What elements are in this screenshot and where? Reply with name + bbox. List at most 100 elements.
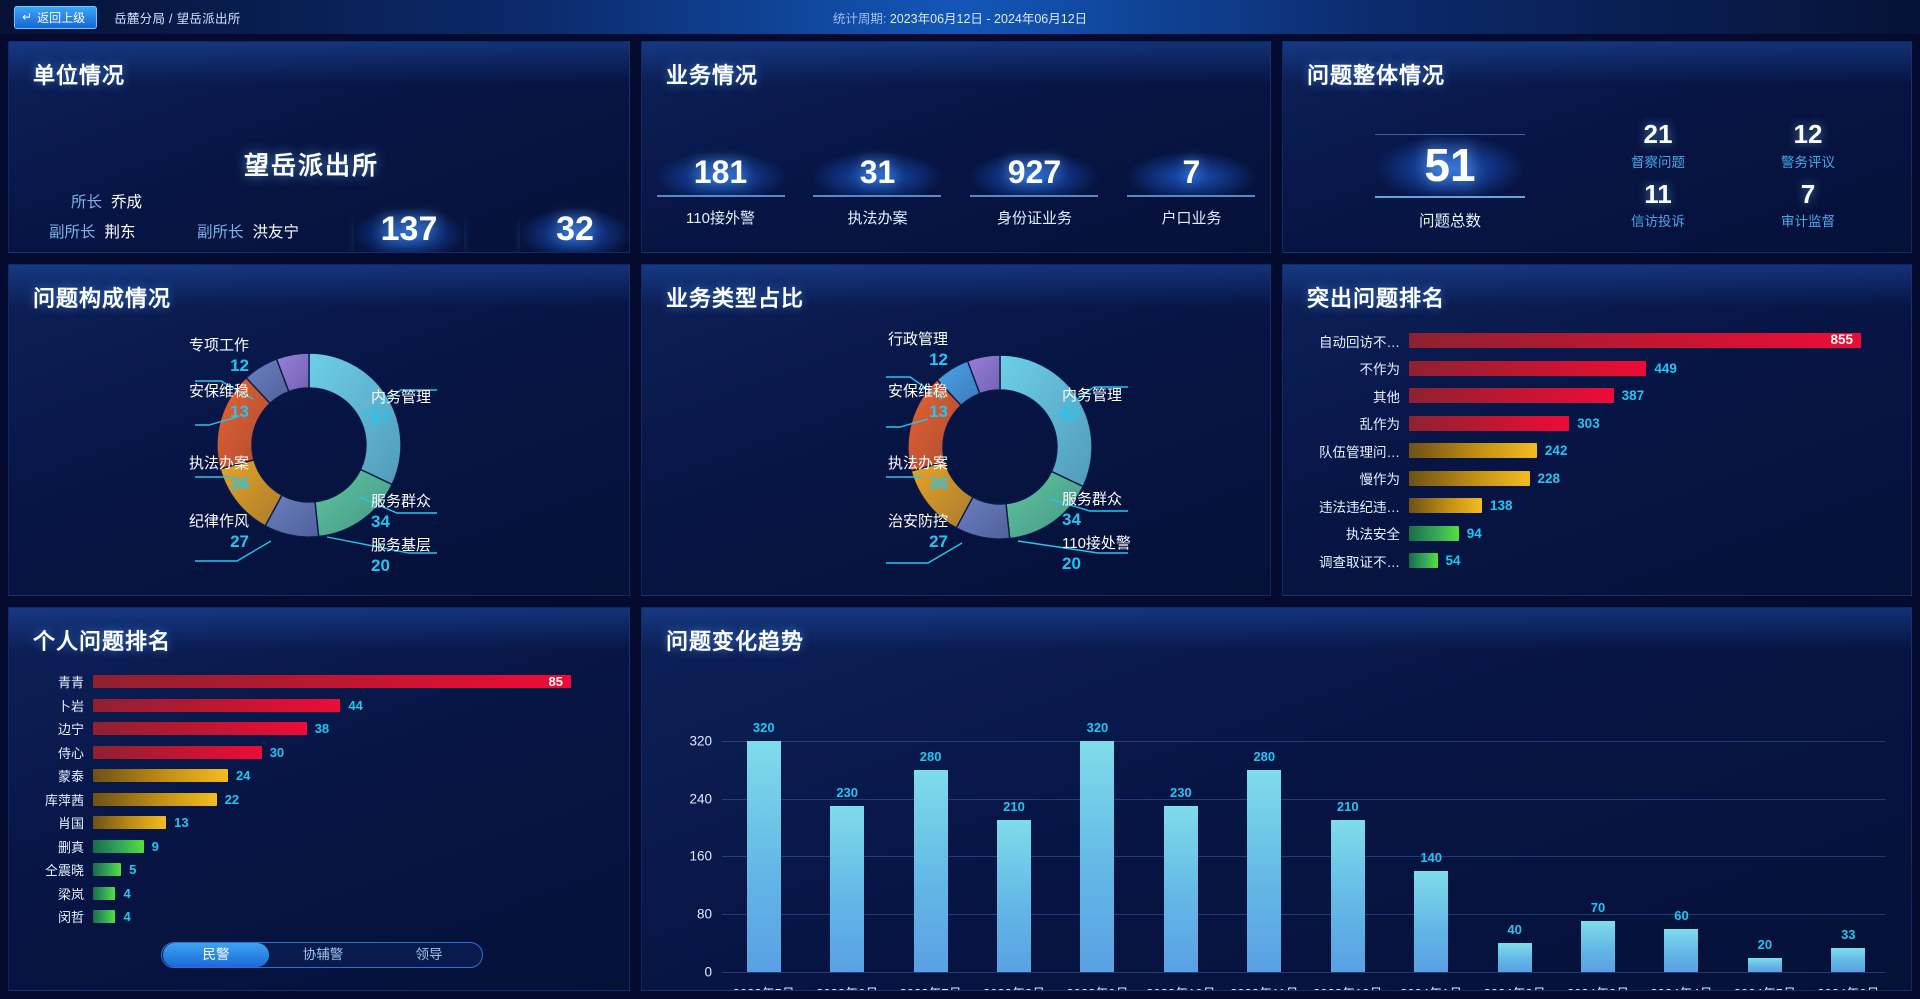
bar-row[interactable]: 蒙泰 24 — [25, 764, 609, 788]
trend-column[interactable]: 60 — [1664, 712, 1699, 972]
trend-column[interactable]: 40 — [1497, 712, 1532, 972]
bar-row[interactable]: 其他 387 — [1297, 382, 1895, 410]
trend-value: 60 — [1674, 907, 1689, 923]
row-charts: 问题构成情况 内务管理 67 服务群众 34 服务基层 20 纪律作风 27 执法办案 36 安保维… — [8, 264, 1912, 596]
bar-fill — [1409, 388, 1614, 404]
bar-row[interactable]: 肖国 13 — [25, 811, 609, 835]
donut-label-value: 34 — [1062, 509, 1081, 529]
donut-segment[interactable] — [308, 352, 402, 486]
trend-column[interactable]: 33 — [1831, 712, 1866, 972]
issue-sub-value: 12 — [1793, 119, 1823, 149]
bar-row[interactable]: 梁岚 4 — [25, 882, 609, 906]
trend-column[interactable]: 320 — [1080, 712, 1115, 972]
bar-row[interactable]: 闵哲 4 — [25, 905, 609, 929]
personal-ranking-tabs[interactable]: 民警 协辅警 领导 — [161, 942, 483, 968]
bar-track: 138 — [1409, 492, 1895, 520]
panel-title-issue-trend: 问题变化趋势 — [666, 629, 805, 654]
trend-value: 33 — [1841, 927, 1856, 943]
bar-value: 54 — [1445, 553, 1461, 569]
trend-column[interactable]: 210 — [1330, 712, 1365, 972]
unit-stat-value: 137 — [354, 208, 464, 252]
donut-svg — [195, 352, 437, 562]
grid-line — [722, 914, 1885, 916]
bar-row[interactable]: 队伍管理问… 242 — [1297, 437, 1895, 465]
trend-column[interactable]: 320 — [746, 712, 781, 972]
bar-value: 85 — [548, 674, 563, 690]
dashboard-stage: 单位情况 望岳派出所 所长乔成副所长荆东副所长洪友宁副所长纳昌敬副所长昝坚 13… — [0, 34, 1920, 999]
bar-label: 自动回访不… — [1319, 334, 1400, 350]
bar-row[interactable]: 删真 9 — [25, 835, 609, 859]
donut-label-name: 服务群众 — [371, 493, 432, 510]
donut-label-name: 执法办案 — [887, 455, 948, 472]
bar-row[interactable]: 违法违纪违… 138 — [1297, 492, 1895, 520]
trend-column[interactable]: 230 — [1163, 712, 1198, 972]
bar-row[interactable]: 执法安全 94 — [1297, 520, 1895, 548]
bar-track: 94 — [1409, 520, 1895, 548]
trend-column[interactable]: 140 — [1414, 712, 1449, 972]
trend-bar — [746, 740, 781, 972]
bar-value: 94 — [1466, 525, 1482, 541]
donut-segment[interactable] — [999, 354, 1093, 488]
leader-role: 副所长 — [197, 250, 244, 252]
bar-label: 慢作为 — [1359, 472, 1401, 488]
panel-title-prominent-ranking: 突出问题排名 — [1307, 286, 1446, 311]
bar-row[interactable]: 青青 85 — [25, 670, 609, 694]
donut-segment[interactable] — [275, 352, 310, 393]
bar-fill — [1409, 553, 1438, 569]
business-stat-value: 181 — [656, 152, 785, 197]
trend-column[interactable]: 70 — [1581, 712, 1616, 972]
bar-row[interactable]: 慢作为 228 — [1297, 465, 1895, 493]
bar-row[interactable]: 仝震晓 5 — [25, 858, 609, 882]
bar-row[interactable]: 卜岩 44 — [25, 694, 609, 718]
bar-row[interactable]: 侍心 30 — [25, 741, 609, 765]
bar-label: 仝震晓 — [44, 863, 84, 879]
bar-value: 24 — [235, 768, 251, 784]
breadcrumb[interactable]: 岳麓分局 / 望岳派出所 — [114, 11, 241, 26]
bar-fill — [93, 722, 307, 736]
leader-row: 副所长 荆东 副所长 洪友宁 — [49, 220, 379, 242]
trend-plot: 0 80 160 240 320 320 2023年5月 230 2023年6月 280 2023年… — [690, 712, 1885, 990]
personal-ranking-tab[interactable]: 民警 — [163, 943, 269, 967]
business-stat-label: 身份证业务 — [996, 209, 1072, 227]
panel-issue-trend: 问题变化趋势 0 80 160 240 320 320 2023年5月 230 2023年6月 2… — [641, 607, 1912, 991]
donut-label: 执法办案 36 — [189, 455, 249, 494]
personal-ranking-tab[interactable]: 领导 — [415, 947, 443, 962]
bar-label: 删真 — [57, 839, 84, 855]
bar-row[interactable]: 调查取证不… 54 — [1297, 547, 1895, 575]
donut-label-value: 27 — [929, 531, 948, 551]
bar-label: 青青 — [57, 675, 84, 691]
trend-column[interactable]: 230 — [830, 712, 865, 972]
trend-column[interactable]: 280 — [913, 712, 948, 972]
bar-track: 303 — [1409, 410, 1895, 438]
trend-column[interactable]: 280 — [1247, 712, 1282, 972]
trend-column[interactable]: 210 — [997, 712, 1032, 972]
back-button[interactable]: ↵ 返回上级 — [14, 5, 98, 29]
bar-row[interactable]: 自动回访不… 855 — [1297, 327, 1895, 355]
trend-value: 70 — [1590, 900, 1606, 916]
panel-unit-info: 单位情况 望岳派出所 所长乔成副所长荆东副所长洪友宁副所长纳昌敬副所长昝坚 13… — [8, 41, 631, 253]
donut-label-value: 34 — [371, 511, 390, 531]
bar-label: 梁岚 — [57, 886, 84, 902]
bar-row[interactable]: 边宁 38 — [25, 717, 609, 741]
bar-row[interactable]: 不作为 449 — [1297, 355, 1895, 383]
bar-row[interactable]: 乱作为 303 — [1297, 410, 1895, 438]
donut-label-name: 服务基层 — [371, 537, 432, 554]
panel-title-business-type-share: 业务类型占比 — [666, 286, 805, 311]
trend-bar — [1414, 870, 1449, 972]
donut-label: 安保维稳 13 — [189, 383, 249, 422]
personal-ranking-tab[interactable]: 协辅警 — [302, 947, 344, 962]
donut-segment[interactable] — [966, 354, 1001, 395]
issue-sub-stat-group: 21 督察问题 12 警务评议 11 信访投诉 7 审计监督 — [1583, 120, 1883, 230]
issue-total-value: 51 — [1375, 134, 1525, 199]
business-stat-value: 7 — [1127, 152, 1256, 197]
bar-value: 387 — [1621, 388, 1645, 404]
trend-bar — [1080, 740, 1115, 972]
top-bar: ↵ 返回上级 岳麓分局 / 望岳派出所 统计周期: 2023年06月12日 - … — [0, 0, 1920, 34]
bar-label: 库萍茜 — [44, 792, 84, 808]
bar-row[interactable]: 库萍茜 22 — [25, 788, 609, 812]
bar-track: 449 — [1409, 355, 1895, 383]
grid-line — [722, 972, 1885, 973]
trend-column[interactable]: 20 — [1747, 712, 1782, 972]
bar-track: 242 — [1409, 437, 1895, 465]
bar-label: 调查取证不… — [1319, 554, 1400, 570]
